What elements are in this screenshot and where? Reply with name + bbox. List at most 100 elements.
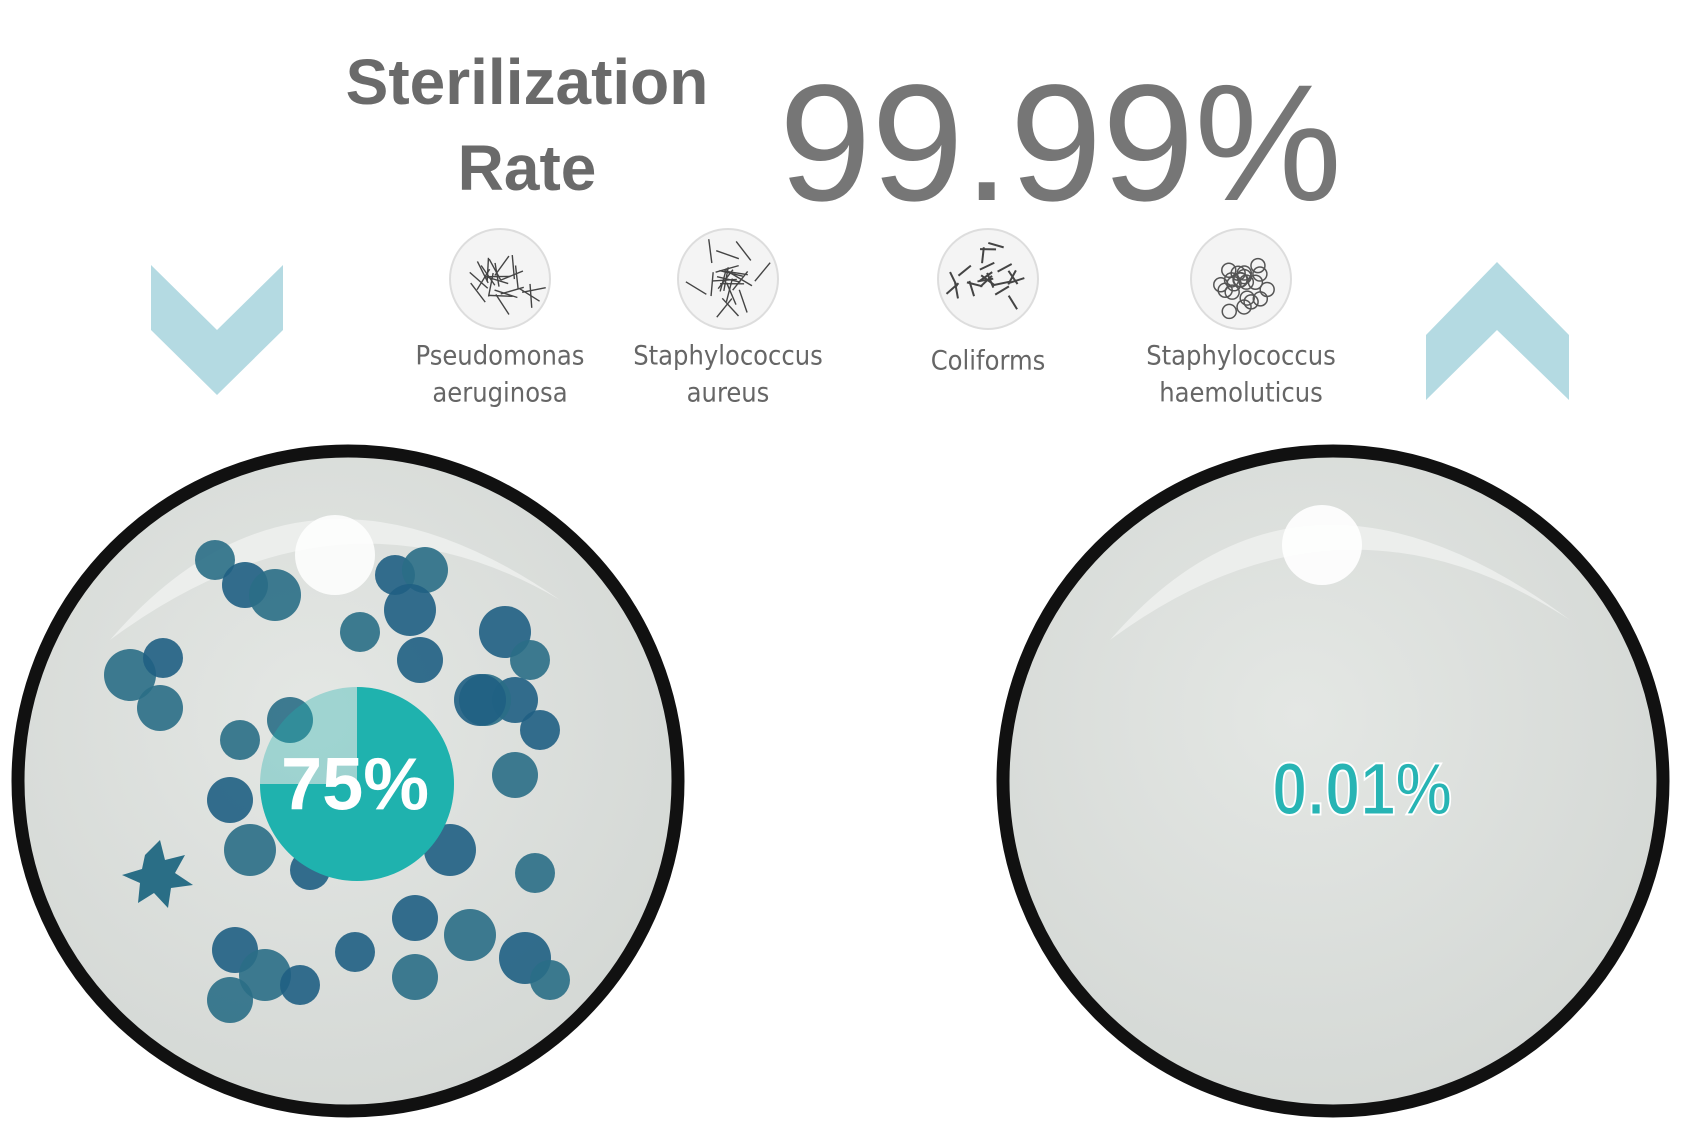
colony xyxy=(392,954,438,1000)
colony xyxy=(280,965,320,1005)
cell xyxy=(529,283,533,308)
cell xyxy=(495,293,510,315)
cell xyxy=(988,241,1004,249)
cell xyxy=(716,275,741,283)
colony xyxy=(239,949,291,1001)
colony xyxy=(122,840,193,908)
cell xyxy=(986,272,995,289)
cell xyxy=(708,239,713,264)
rate-value: 99.99% xyxy=(779,51,1342,236)
cell xyxy=(719,269,743,277)
cell xyxy=(1236,299,1252,315)
bacteria-label: Staphylococcus xyxy=(1146,341,1336,372)
cell xyxy=(997,263,1013,273)
cell xyxy=(1250,257,1266,274)
cell xyxy=(514,265,519,290)
cell xyxy=(488,258,502,281)
cell xyxy=(738,289,748,313)
colony xyxy=(220,720,260,760)
cell xyxy=(978,271,993,283)
cell xyxy=(485,275,509,285)
arrow-down xyxy=(151,265,283,395)
colony xyxy=(143,638,183,678)
colony xyxy=(397,637,443,683)
bacteria-label: aureus xyxy=(687,378,770,409)
cell xyxy=(954,282,959,299)
dish-label: 75% xyxy=(281,743,429,826)
cell xyxy=(710,272,714,297)
cell xyxy=(1007,270,1019,285)
bacteria-label: Coliforms xyxy=(931,346,1046,377)
glare xyxy=(1282,505,1362,585)
cell xyxy=(993,280,1010,287)
colony xyxy=(444,909,496,961)
cell xyxy=(1007,295,1018,310)
colony xyxy=(384,584,436,636)
cell xyxy=(968,280,976,297)
cell xyxy=(1221,262,1237,279)
colony xyxy=(515,853,555,893)
cell xyxy=(500,270,524,281)
title-line: Rate xyxy=(458,132,597,204)
dish-label: 0.01% xyxy=(1272,748,1452,831)
cell xyxy=(1221,303,1238,320)
cell xyxy=(979,261,995,271)
colony xyxy=(335,932,375,972)
cell xyxy=(488,294,513,297)
cell xyxy=(735,241,752,261)
title-line: Sterilization xyxy=(346,46,709,118)
cell xyxy=(1252,291,1269,307)
colony xyxy=(207,777,253,823)
cell xyxy=(1224,284,1240,300)
petri-dish xyxy=(996,444,1670,1118)
cell xyxy=(957,264,972,277)
colony xyxy=(454,674,506,726)
colony xyxy=(195,540,235,580)
colony xyxy=(392,895,438,941)
cell xyxy=(1236,268,1252,285)
bacteria-label: Pseudomonas xyxy=(416,341,585,372)
cell xyxy=(1239,290,1255,306)
colony xyxy=(104,649,156,701)
cell xyxy=(725,282,737,305)
colony xyxy=(510,640,550,680)
cell xyxy=(994,285,1010,296)
colony xyxy=(520,710,560,750)
colony xyxy=(224,824,276,876)
glare xyxy=(1110,524,1570,640)
colony xyxy=(267,697,313,743)
cell xyxy=(715,250,740,260)
cell xyxy=(717,269,734,290)
cell xyxy=(476,261,489,284)
dish-right: 0.01% xyxy=(996,444,1670,1118)
colony xyxy=(207,977,253,1023)
colony xyxy=(492,752,538,798)
cell xyxy=(977,277,994,283)
cell xyxy=(754,262,771,282)
colony xyxy=(530,960,570,1000)
cell xyxy=(725,278,734,302)
pie-mark xyxy=(260,687,454,881)
bacteria-label: haemoluticus xyxy=(1159,378,1323,409)
cell xyxy=(470,282,486,303)
bacteria-label: aeruginosa xyxy=(432,378,567,409)
cell xyxy=(469,271,489,289)
pie-mark xyxy=(260,687,454,881)
glare xyxy=(295,515,375,595)
dish-left: 75% xyxy=(11,444,685,1118)
cell xyxy=(494,262,500,287)
cell xyxy=(522,287,546,294)
cell xyxy=(721,297,740,317)
cell xyxy=(730,272,753,287)
cell xyxy=(1232,272,1248,288)
bacteria-list: Pseudomonas aeruginosa Staphylococcus aureu… xyxy=(416,228,1336,409)
cell xyxy=(716,298,733,318)
cell xyxy=(685,281,707,295)
colony xyxy=(249,569,301,621)
cell xyxy=(1252,266,1268,282)
cell xyxy=(518,287,540,302)
bacteria-label: Staphylococcus xyxy=(633,341,823,372)
colony xyxy=(402,547,448,593)
colonies xyxy=(104,540,570,1023)
